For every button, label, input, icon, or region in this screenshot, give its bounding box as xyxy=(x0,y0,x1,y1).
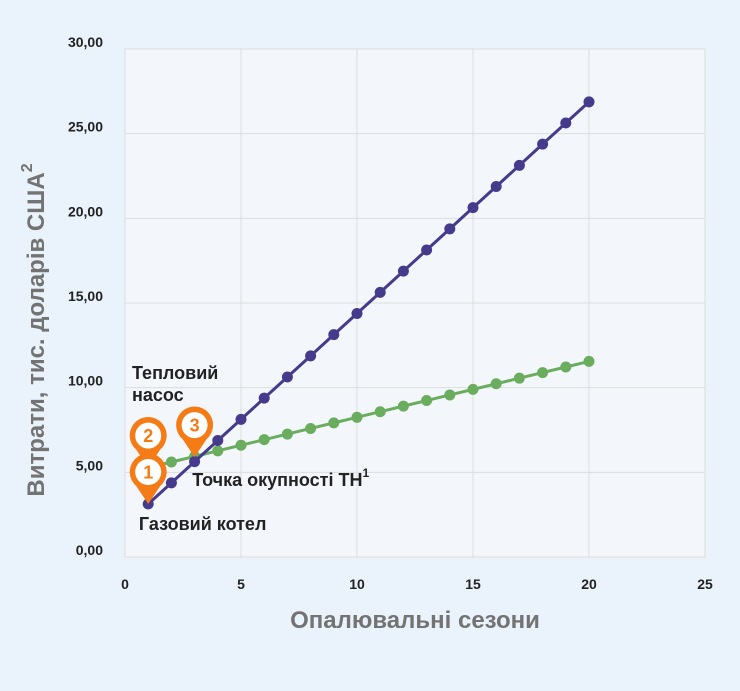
data-point xyxy=(560,361,572,373)
data-point xyxy=(328,417,340,429)
data-point xyxy=(467,383,479,395)
x-tick-label: 20 xyxy=(581,576,597,592)
x-axis-ticks: 0 5 10 15 20 25 xyxy=(121,576,713,592)
data-point xyxy=(235,413,247,425)
map-pin-marker-2: 2 xyxy=(129,417,167,468)
data-point xyxy=(467,202,479,214)
series-group xyxy=(142,96,595,510)
y-tick-label: 5,00 xyxy=(76,457,103,473)
pin-inner xyxy=(181,412,208,439)
map-pin-marker-3: 3 xyxy=(176,406,214,458)
data-point xyxy=(490,180,502,192)
data-point xyxy=(421,395,433,407)
data-point xyxy=(537,367,549,379)
y-axis-title-superscript: 2 xyxy=(19,163,36,172)
data-point xyxy=(490,378,502,390)
svg-text:Витрати, тис. доларів США2: Витрати, тис. доларів США2 xyxy=(19,163,50,496)
x-tick-label: 0 xyxy=(121,576,129,592)
data-point xyxy=(258,434,270,446)
data-point xyxy=(165,477,177,489)
y-tick-label: 25,00 xyxy=(68,119,103,135)
x-axis-title: Опалювальні сезони xyxy=(290,607,540,634)
data-point xyxy=(281,371,293,383)
data-point xyxy=(328,329,340,341)
x-tick-label: 5 xyxy=(237,576,245,592)
data-point xyxy=(397,265,409,277)
data-point xyxy=(305,350,317,362)
data-point xyxy=(212,434,224,446)
grid-lines xyxy=(124,48,706,558)
data-point xyxy=(537,138,549,150)
pin-inner xyxy=(135,422,162,449)
annotation-label: Точка окупності ТН1 xyxy=(192,466,369,490)
annotation-label: Тепловий xyxy=(132,363,218,383)
data-point xyxy=(351,307,363,319)
y-tick-label: 30,00 xyxy=(68,34,103,50)
data-point xyxy=(421,244,433,256)
y-tick-label: 0,00 xyxy=(76,542,103,558)
data-point xyxy=(165,456,177,468)
y-axis-title: Витрати, тис. доларів США2 xyxy=(19,163,50,496)
y-axis-ticks: 0,00 5,00 10,00 15,00 20,00 25,00 30,00 xyxy=(68,34,103,558)
data-point xyxy=(374,406,386,418)
pin-number: 3 xyxy=(190,416,200,436)
pin-number: 2 xyxy=(143,426,153,446)
data-point xyxy=(560,117,572,129)
data-point xyxy=(258,392,270,404)
x-tick-label: 10 xyxy=(349,576,365,592)
map-pin-marker-1: 1 xyxy=(129,453,167,504)
data-point xyxy=(583,96,595,108)
data-point xyxy=(513,372,525,384)
series-gas-boiler xyxy=(142,96,595,510)
data-point xyxy=(444,389,456,401)
x-tick-label: 15 xyxy=(465,576,481,592)
markers-group: 2 1 3 xyxy=(129,406,214,504)
x-tick-label: 25 xyxy=(697,576,713,592)
data-point xyxy=(513,159,525,171)
data-point xyxy=(189,456,201,468)
y-axis-title-text: Витрати, тис. доларів США xyxy=(23,172,50,496)
annotation-label: насос xyxy=(132,385,184,405)
y-tick-label: 10,00 xyxy=(68,373,103,389)
data-point xyxy=(583,355,595,367)
data-point xyxy=(444,223,456,235)
data-point xyxy=(351,411,363,423)
y-tick-label: 15,00 xyxy=(68,288,103,304)
data-point xyxy=(374,286,386,298)
annotation-label: Газовий котел xyxy=(139,514,266,534)
data-point xyxy=(397,400,409,412)
data-point xyxy=(212,445,224,457)
pin-number: 1 xyxy=(143,462,153,482)
data-point xyxy=(235,439,247,451)
data-point xyxy=(305,422,317,434)
pin-inner xyxy=(135,458,162,485)
data-point xyxy=(281,428,293,440)
y-tick-label: 20,00 xyxy=(68,203,103,219)
